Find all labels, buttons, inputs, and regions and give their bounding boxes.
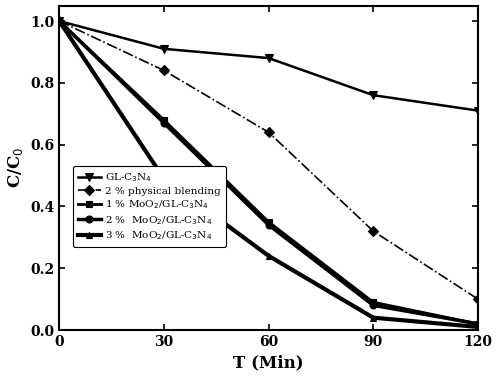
Y-axis label: C/C$_0$: C/C$_0$ [5, 147, 24, 188]
X-axis label: T (Min): T (Min) [233, 354, 304, 371]
Legend: GL-C$_3$N$_4$, 2 % physical blending, 1 % MoO$_2$/GL-C$_3$N$_4$, 2 %  MoO$_2$/GL: GL-C$_3$N$_4$, 2 % physical blending, 1 … [73, 166, 226, 247]
